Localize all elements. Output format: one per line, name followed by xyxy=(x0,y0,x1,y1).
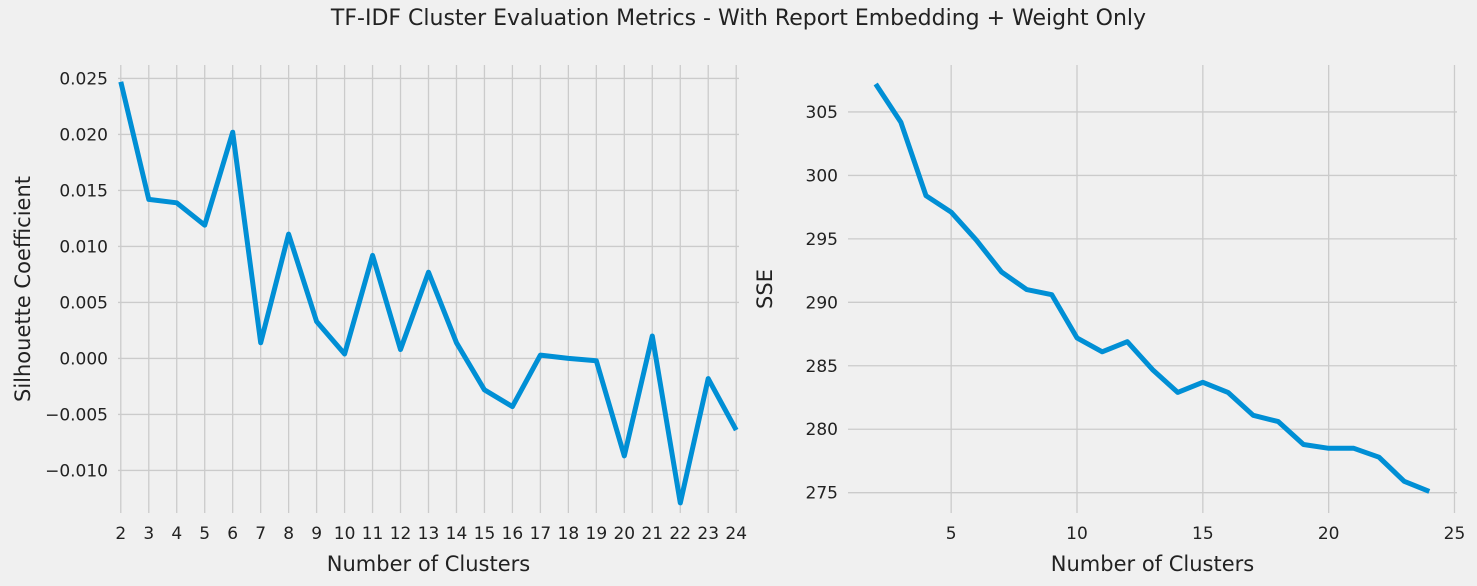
y-tick-label: −0.005 xyxy=(45,405,108,425)
y-tick-label: 300 xyxy=(806,166,838,186)
x-tick-label: 18 xyxy=(558,524,580,544)
x-tick-label: 17 xyxy=(530,524,552,544)
x-tick-label: 13 xyxy=(418,524,440,544)
y-tick-label: 305 xyxy=(806,103,838,123)
silhouette-chart: 2 3 4 5 6 7 8 9 10 11 12 13 14 15 16 17 18 19 20 21 22 23 24−0… xyxy=(11,65,747,576)
y-tick-label: 0.005 xyxy=(59,293,108,313)
x-tick-label: 14 xyxy=(446,524,468,544)
y-tick-label: 280 xyxy=(806,420,838,440)
x-tick-label: 9 xyxy=(311,524,322,544)
x-tick-label: 10 xyxy=(334,524,356,544)
y-axis-label: SSE xyxy=(753,269,777,309)
y-tick-label: 0.025 xyxy=(59,69,108,89)
y-tick-label: 285 xyxy=(806,357,838,377)
y-tick-label: 290 xyxy=(806,293,838,313)
x-tick-label: 20 xyxy=(613,524,635,544)
x-tick-label: 5 xyxy=(199,524,210,544)
x-axis-label: Number of Clusters xyxy=(1051,552,1254,576)
y-tick-label: −0.010 xyxy=(45,461,108,481)
x-tick-label: 15 xyxy=(1192,524,1214,544)
y-axis-label: Silhouette Coefficient xyxy=(11,176,35,402)
x-axis-label: Number of Clusters xyxy=(327,552,530,576)
x-tick-label: 7 xyxy=(255,524,266,544)
x-tick-label: 8 xyxy=(283,524,294,544)
x-tick-label: 19 xyxy=(586,524,608,544)
x-tick-label: 23 xyxy=(697,524,719,544)
x-tick-label: 2 xyxy=(115,524,126,544)
x-tick-label: 15 xyxy=(474,524,496,544)
series-line xyxy=(118,81,739,506)
x-tick-label: 21 xyxy=(641,524,663,544)
series-line xyxy=(873,82,1431,494)
x-tick-label: 3 xyxy=(143,524,154,544)
figure-title: TF-IDF Cluster Evaluation Metrics - With… xyxy=(330,6,1147,31)
x-tick-label: 5 xyxy=(946,524,957,544)
x-tick-label: 10 xyxy=(1066,524,1088,544)
x-tick-label: 11 xyxy=(362,524,384,544)
x-tick-label: 20 xyxy=(1318,524,1340,544)
y-tick-label: 0.020 xyxy=(59,125,108,145)
x-tick-label: 6 xyxy=(227,524,238,544)
sse-chart: 5 10 15 20 25 275 280 285 290 295 300 305 Number of … xyxy=(753,65,1465,576)
x-tick-label: 16 xyxy=(502,524,524,544)
y-tick-label: 0.000 xyxy=(59,349,108,369)
y-tick-label: 0.015 xyxy=(59,181,108,201)
x-tick-label: 4 xyxy=(171,524,182,544)
x-tick-label: 25 xyxy=(1444,524,1466,544)
y-tick-label: 295 xyxy=(806,230,838,250)
y-tick-label: 275 xyxy=(806,484,838,504)
x-tick-label: 22 xyxy=(669,524,691,544)
y-tick-label: 0.010 xyxy=(59,237,108,257)
x-tick-label: 24 xyxy=(725,524,747,544)
x-tick-label: 12 xyxy=(390,524,412,544)
